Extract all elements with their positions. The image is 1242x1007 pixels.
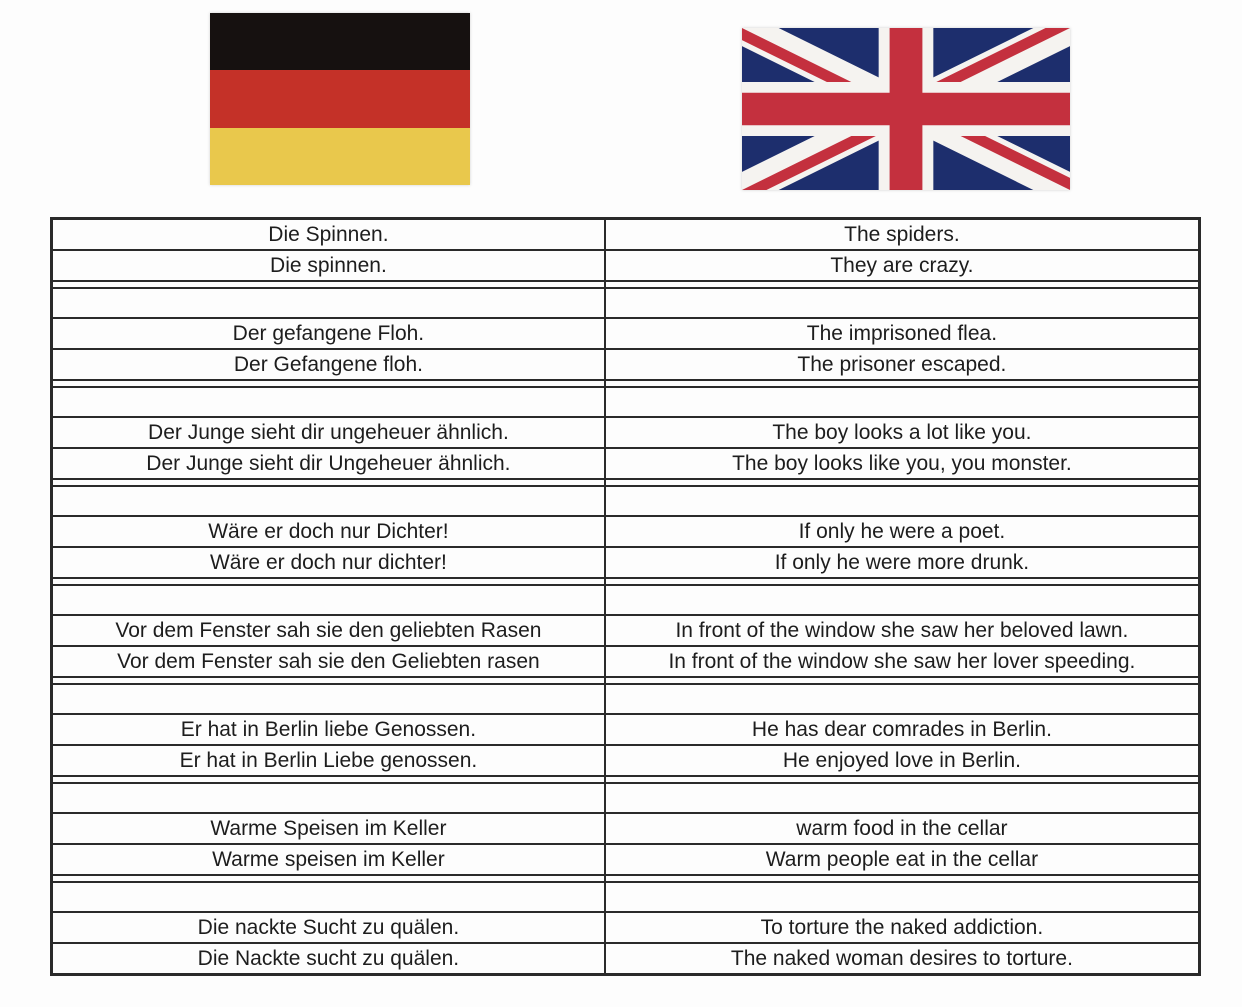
empty-cell <box>603 287 1201 319</box>
english-phrase-cell: Warm people eat in the cellar <box>603 843 1201 876</box>
empty-cell <box>50 683 606 715</box>
german-phrase-cell: Die Nackte sucht zu quälen. <box>50 942 606 976</box>
separator-thin-row <box>50 379 1201 388</box>
table-row: Der Gefangene floh. The prisoner escaped. <box>50 348 1201 381</box>
german-phrase-cell: Warme Speisen im Keller <box>50 812 606 845</box>
german-phrase-cell: Er hat in Berlin Liebe genossen. <box>50 744 606 777</box>
english-phrase-cell: If only he were a poet. <box>603 515 1201 548</box>
german-phrase-cell: Der Junge sieht dir Ungeheuer ähnlich. <box>50 447 606 480</box>
empty-cell <box>603 782 1201 814</box>
separator-thin-row <box>50 775 1201 784</box>
english-phrase-cell: The spiders. <box>603 217 1201 251</box>
empty-cell <box>50 584 606 616</box>
table-row: Er hat in Berlin Liebe genossen. He enjoy… <box>50 744 1201 777</box>
separator-spacer-row <box>50 881 1201 913</box>
empty-cell <box>50 782 606 814</box>
empty-cell <box>50 874 606 883</box>
english-phrase-cell: He has dear comrades in Berlin. <box>603 713 1201 746</box>
english-phrase-cell: The boy looks a lot like you. <box>603 416 1201 449</box>
german-flag-red-stripe <box>210 70 470 128</box>
table-row: Die Spinnen. The spiders. <box>50 217 1201 251</box>
table-row: Wäre er doch nur dichter! If only he were… <box>50 546 1201 579</box>
english-phrase-cell: In front of the window she saw her belov… <box>603 614 1201 647</box>
german-phrase-cell: Die nackte Sucht zu quälen. <box>50 911 606 944</box>
empty-cell <box>50 386 606 418</box>
empty-cell <box>603 775 1201 784</box>
empty-cell <box>603 577 1201 586</box>
separator-thin-row <box>50 577 1201 586</box>
table-row: Der Junge sieht dir ungeheuer ähnlich. Th… <box>50 416 1201 449</box>
empty-cell <box>50 485 606 517</box>
separator-thin-row <box>50 280 1201 289</box>
english-phrase-cell: He enjoyed love in Berlin. <box>603 744 1201 777</box>
german-phrase-cell: Der gefangene Floh. <box>50 317 606 350</box>
separator-spacer-row <box>50 386 1201 418</box>
phrase-table: Die Spinnen. The spiders. Die spinnen. They… <box>50 217 1201 976</box>
separator-thin-row <box>50 874 1201 883</box>
empty-cell <box>50 881 606 913</box>
separator-spacer-row <box>50 683 1201 715</box>
english-phrase-cell: The prisoner escaped. <box>603 348 1201 381</box>
uk-flag-red-cross <box>742 28 1070 190</box>
empty-cell <box>603 386 1201 418</box>
table-row: Die nackte Sucht zu quälen. To torture th… <box>50 911 1201 944</box>
empty-cell <box>603 478 1201 487</box>
english-phrase-cell: To torture the naked addiction. <box>603 911 1201 944</box>
german-phrase-cell: Vor dem Fenster sah sie den Geliebten ra… <box>50 645 606 678</box>
german-phrase-cell: Die spinnen. <box>50 249 606 282</box>
english-phrase-cell: warm food in the cellar <box>603 812 1201 845</box>
empty-cell <box>603 280 1201 289</box>
phrase-table-body: Die Spinnen. The spiders. Die spinnen. They… <box>50 217 1201 976</box>
english-phrase-cell: If only he were more drunk. <box>603 546 1201 579</box>
table-row: Wäre er doch nur Dichter! If only he were… <box>50 515 1201 548</box>
separator-spacer-row <box>50 287 1201 319</box>
table-row: Er hat in Berlin liebe Genossen. He has d… <box>50 713 1201 746</box>
empty-cell <box>50 478 606 487</box>
german-phrase-cell: Er hat in Berlin liebe Genossen. <box>50 713 606 746</box>
empty-cell <box>603 676 1201 685</box>
empty-cell <box>603 874 1201 883</box>
table-row: Warme Speisen im Keller warm food in the … <box>50 812 1201 845</box>
german-phrase-cell: Wäre er doch nur dichter! <box>50 546 606 579</box>
empty-cell <box>50 287 606 319</box>
german-phrase-cell: Vor dem Fenster sah sie den geliebten Ra… <box>50 614 606 647</box>
separator-spacer-row <box>50 485 1201 517</box>
german-flag <box>210 13 470 185</box>
empty-cell <box>603 379 1201 388</box>
german-phrase-cell: Der Junge sieht dir ungeheuer ähnlich. <box>50 416 606 449</box>
table-row: Vor dem Fenster sah sie den Geliebten ra… <box>50 645 1201 678</box>
separator-thin-row <box>50 676 1201 685</box>
table-row: Der Junge sieht dir Ungeheuer ähnlich. Th… <box>50 447 1201 480</box>
table-row: Die Nackte sucht zu quälen. The naked wom… <box>50 942 1201 976</box>
empty-cell <box>603 485 1201 517</box>
english-phrase-cell: They are crazy. <box>603 249 1201 282</box>
table-row: Der gefangene Floh. The imprisoned flea. <box>50 317 1201 350</box>
empty-cell <box>50 676 606 685</box>
separator-spacer-row <box>50 782 1201 814</box>
empty-cell <box>50 280 606 289</box>
table-row: Die spinnen. They are crazy. <box>50 249 1201 282</box>
english-phrase-cell: In front of the window she saw her lover… <box>603 645 1201 678</box>
table-row: Vor dem Fenster sah sie den geliebten Ra… <box>50 614 1201 647</box>
german-phrase-cell: Warme speisen im Keller <box>50 843 606 876</box>
empty-cell <box>603 683 1201 715</box>
uk-flag <box>742 28 1070 190</box>
empty-cell <box>50 775 606 784</box>
separator-thin-row <box>50 478 1201 487</box>
empty-cell <box>50 577 606 586</box>
empty-cell <box>603 584 1201 616</box>
english-phrase-cell: The boy looks like you, you monster. <box>603 447 1201 480</box>
empty-cell <box>50 379 606 388</box>
german-phrase-cell: Die Spinnen. <box>50 217 606 251</box>
empty-cell <box>603 881 1201 913</box>
separator-spacer-row <box>50 584 1201 616</box>
german-phrase-cell: Der Gefangene floh. <box>50 348 606 381</box>
german-phrase-cell: Wäre er doch nur Dichter! <box>50 515 606 548</box>
german-flag-black-stripe <box>210 13 470 71</box>
english-phrase-cell: The imprisoned flea. <box>603 317 1201 350</box>
english-phrase-cell: The naked woman desires to torture. <box>603 942 1201 976</box>
german-flag-gold-stripe <box>210 127 470 185</box>
table-row: Warme speisen im Keller Warm people eat i… <box>50 843 1201 876</box>
